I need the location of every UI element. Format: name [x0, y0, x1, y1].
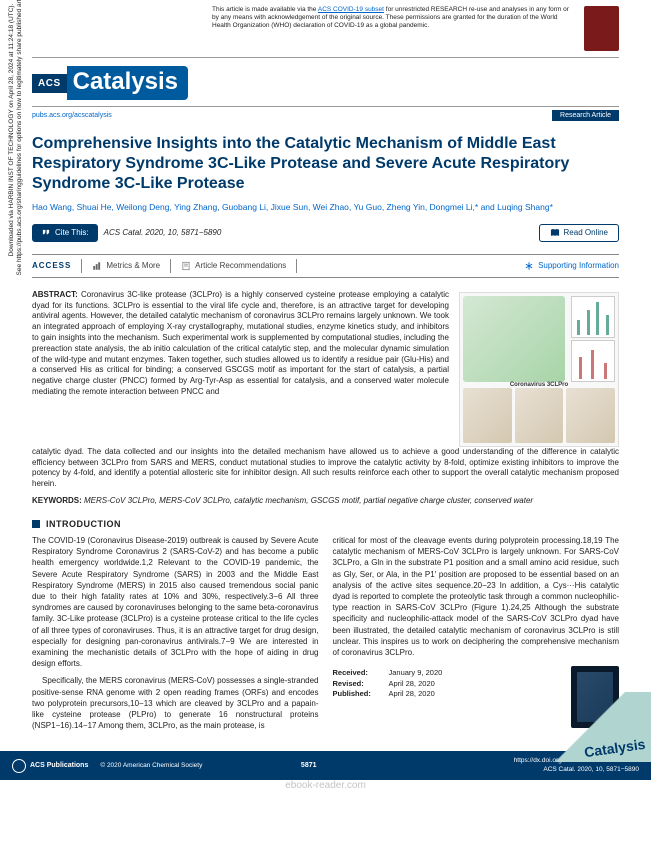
protein-structure-icon — [463, 296, 565, 382]
author-list: Hao Wang, Shuai He, Weilong Deng, Ying Z… — [32, 202, 619, 214]
mechanism-panel — [566, 388, 615, 443]
covid-subset-link[interactable]: ACS COVID-19 subset — [318, 6, 384, 13]
mechanism-panel — [463, 388, 512, 443]
article-type-badge: Research Article — [552, 110, 619, 121]
recommendations-button[interactable]: Article Recommendations — [181, 261, 286, 271]
publication-bar: pubs.acs.org/acscatalysis Research Artic… — [32, 106, 619, 124]
citation-row: Cite This: ACS Catal. 2020, 10, 5871−589… — [32, 224, 619, 242]
intro-heading: INTRODUCTION — [32, 519, 619, 529]
section-marker-icon — [32, 520, 40, 528]
toc-graphic: Coronavirus 3CLPro — [459, 292, 619, 447]
body-column-left: The COVID-19 (Coronavirus Disease-2019) … — [32, 535, 319, 737]
mini-bar-chart — [571, 296, 615, 338]
journal-logo: ACSCatalysis — [32, 66, 188, 100]
covid-badge-icon — [584, 6, 619, 51]
download-attribution: Downloaded via HARBIN INST OF TECHNOLOGY… — [8, 0, 25, 280]
abstract-tail: catalytic dyad. The data collected and o… — [32, 447, 619, 490]
acs-publications-logo: ACS Publications — [12, 759, 88, 773]
watermark: ebook-reader.com — [285, 780, 366, 791]
supporting-info-button[interactable]: Supporting Information — [524, 261, 619, 271]
article-title: Comprehensive Insights into the Catalyti… — [32, 134, 619, 194]
metrics-icon — [92, 261, 102, 271]
keywords: KEYWORDS: MERS-CoV 3CLPro, MERS-CoV 3CLP… — [32, 496, 619, 505]
covid-notice: This article is made available via the A… — [32, 0, 619, 58]
ring-icon — [12, 759, 26, 773]
mechanism-panel — [515, 388, 564, 443]
read-online-button[interactable]: Read Online — [539, 224, 619, 242]
pubs-link[interactable]: pubs.acs.org/acscatalysis — [32, 112, 112, 119]
asterisk-icon — [524, 261, 534, 271]
document-icon — [181, 261, 191, 271]
mini-bar-chart — [571, 340, 615, 382]
access-label: ACCESS — [32, 261, 71, 270]
corner-banner: Catalysis — [531, 692, 651, 762]
quote-icon — [41, 228, 51, 238]
abstract-text: ABSTRACT: Coronavirus 3C-like protease (… — [32, 290, 449, 398]
access-bar: ACCESS Metrics & More Article Recommenda… — [32, 254, 619, 278]
metrics-button[interactable]: Metrics & More — [92, 261, 160, 271]
cite-this-button[interactable]: Cite This: — [32, 224, 98, 242]
book-icon — [550, 228, 560, 238]
